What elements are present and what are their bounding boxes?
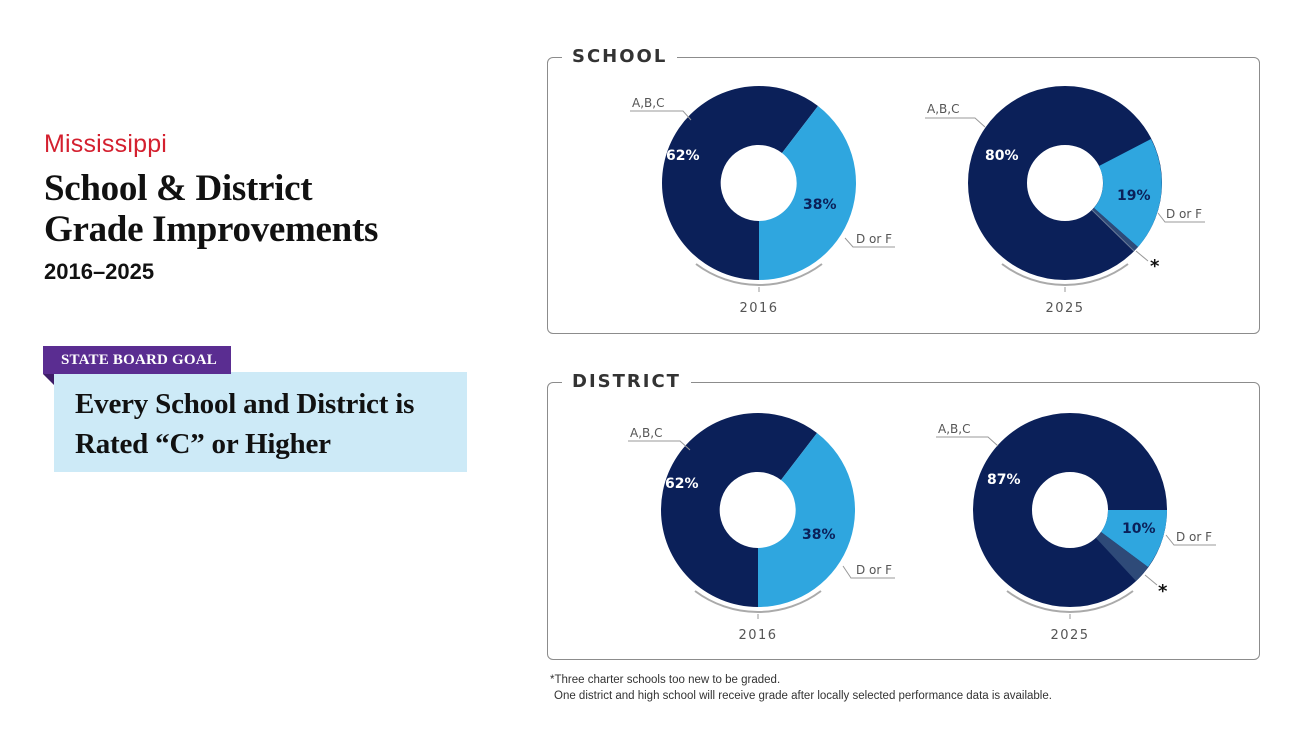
goal-box: Every School and District is Rated “C” o… xyxy=(54,372,467,472)
footnote-line-1: *Three charter schools too new to be gra… xyxy=(550,674,781,686)
asterisk-marker: * xyxy=(1158,581,1168,602)
goal-tag: STATE BOARD GOAL xyxy=(43,346,232,374)
d-or-f-segment xyxy=(759,106,857,280)
abc-label: A,B,C xyxy=(630,426,662,440)
abc-label: A,B,C xyxy=(938,422,970,436)
district-2016-donut: 62% 38% A,B,C D or F 2016 xyxy=(628,413,895,643)
title-line-2: Grade Improvements xyxy=(44,209,379,250)
year-label: 2025 xyxy=(1045,301,1084,316)
d-or-f-label: D or F xyxy=(856,232,892,246)
school-2016-donut: 62% 38% A,B,C D or F 2016 xyxy=(630,86,895,316)
school-panel: SCHOOL xyxy=(547,45,1260,334)
school-panel-title: SCHOOL xyxy=(562,45,678,69)
d-or-f-pct: 38% xyxy=(803,197,837,213)
abc-label: A,B,C xyxy=(632,96,664,110)
d-or-f-label: D or F xyxy=(856,563,892,577)
asterisk-marker: * xyxy=(1150,256,1160,277)
tag-fold-shape xyxy=(43,374,54,385)
abc-label: A,B,C xyxy=(927,102,959,116)
d-or-f-label: D or F xyxy=(1166,207,1202,221)
d-or-f-segment xyxy=(758,433,856,607)
district-2025-donut: 87% 10% A,B,C D or F * 2025 xyxy=(936,413,1216,643)
goal-statement: Every School and District is Rated “C” o… xyxy=(75,384,414,464)
title-line-1: School & District xyxy=(44,168,313,209)
district-panel-title: DISTRICT xyxy=(562,370,691,394)
asterisk-segment xyxy=(1092,208,1138,251)
abc-pct: 62% xyxy=(665,476,699,492)
year-label: 2016 xyxy=(738,628,777,643)
state-name: Mississippi xyxy=(44,130,168,158)
d-or-f-segment xyxy=(1094,139,1162,247)
page-title: School & District Grade Improvements xyxy=(44,168,484,250)
year-label: 2025 xyxy=(1050,628,1089,643)
year-range: 2016–2025 xyxy=(44,259,155,284)
footnote-line-2: One district and high school will receiv… xyxy=(554,690,1052,702)
abc-segment xyxy=(661,413,817,607)
d-or-f-segment xyxy=(1101,510,1167,567)
d-or-f-pct: 38% xyxy=(802,527,836,543)
abc-pct: 62% xyxy=(666,148,700,164)
asterisk-segment xyxy=(1096,532,1148,581)
goal-line-1: Every School and District is xyxy=(75,388,415,420)
d-or-f-pct: 19% xyxy=(1117,188,1151,204)
school-2025-donut: 80% 19% A,B,C D or F * 2025 xyxy=(925,86,1205,316)
footnote: *Three charter schools too new to be gra… xyxy=(550,672,1052,704)
abc-pct: 80% xyxy=(985,148,1019,164)
header-block: Mississippi School & District Grade Impr… xyxy=(44,128,484,286)
abc-pct: 87% xyxy=(987,472,1021,488)
abc-segment xyxy=(662,86,818,280)
d-or-f-pct: 10% xyxy=(1122,521,1156,537)
year-label: 2016 xyxy=(739,301,778,316)
district-panel: DISTRICT xyxy=(547,370,1260,660)
d-or-f-label: D or F xyxy=(1176,530,1212,544)
goal-line-2: Rated “C” or Higher xyxy=(75,428,331,460)
